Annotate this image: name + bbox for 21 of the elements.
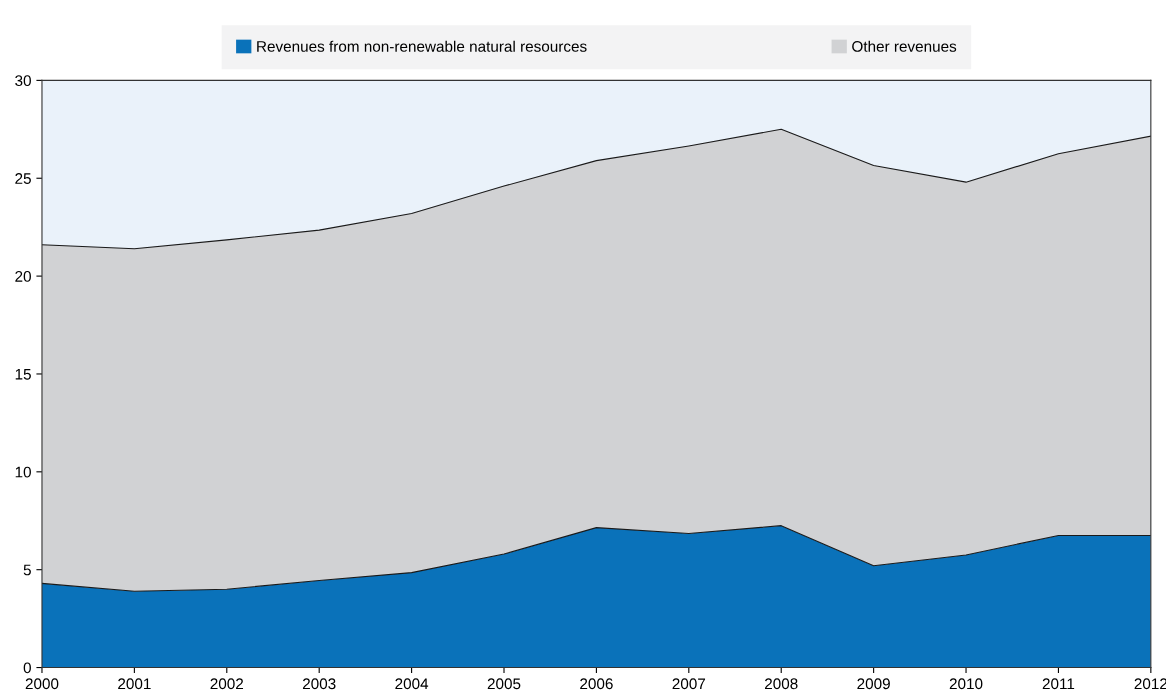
y-tick-label: 0 bbox=[23, 662, 31, 674]
x-tick-label: 2004 bbox=[395, 678, 429, 690]
y-tick-label: 20 bbox=[15, 270, 31, 282]
x-tick-label: 2009 bbox=[857, 678, 890, 690]
x-tick-label: 2011 bbox=[1042, 678, 1075, 690]
y-tick-label: 5 bbox=[23, 564, 31, 576]
y-tick-label: 25 bbox=[15, 173, 31, 184]
x-tick-label: 2010 bbox=[949, 678, 983, 690]
x-tick-label: 2005 bbox=[487, 678, 521, 690]
legend-label: Other revenues bbox=[852, 40, 957, 52]
y-tick-label: 10 bbox=[15, 466, 31, 478]
y-tick-label: 15 bbox=[15, 368, 31, 380]
x-tick-label: 2008 bbox=[765, 678, 798, 690]
legend-label: Revenues from non-renewable natural resources bbox=[257, 40, 587, 52]
x-tick-label: 2002 bbox=[210, 678, 244, 690]
x-tick-label: 2001 bbox=[118, 678, 151, 690]
x-tick-label: 2000 bbox=[25, 678, 59, 690]
x-tick-label: 2003 bbox=[302, 678, 336, 690]
y-tick-label: 30 bbox=[15, 75, 31, 87]
x-tick-label: 2006 bbox=[580, 678, 613, 690]
x-tick-label: 2007 bbox=[672, 678, 706, 690]
